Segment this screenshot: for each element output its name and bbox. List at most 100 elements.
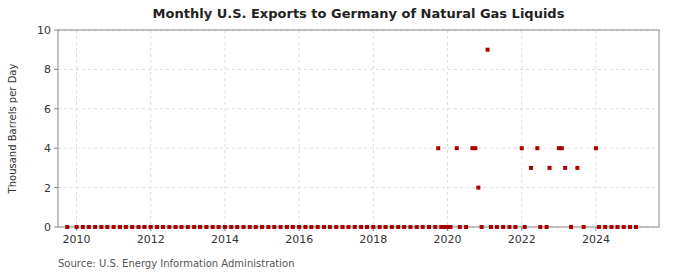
source-note: Source: U.S. Energy Information Administ… [58,258,295,269]
point [174,225,178,229]
points [65,48,638,229]
point [248,225,252,229]
point [167,225,171,229]
y-axis-label: Thousand Barrels per Day [7,64,18,195]
point [328,225,332,229]
point [610,225,614,229]
point [371,225,375,229]
point [272,225,276,229]
point [359,225,363,229]
point [480,225,484,229]
point [476,186,480,190]
x-tick-label: 2018 [359,233,387,246]
point [560,146,564,150]
point [161,225,165,229]
point [433,225,437,229]
x-tick [595,227,596,231]
grid-line [58,108,659,109]
x-tick-label: 2016 [285,233,313,246]
grid-line [521,30,522,227]
point [198,225,202,229]
point [211,225,215,229]
point [65,225,69,229]
point [563,166,567,170]
y-tick-label: 4 [44,142,51,155]
axes: 201020122014201620182020202220240246810 [37,24,610,246]
y-tick-label: 10 [37,24,51,37]
point [334,225,338,229]
point [582,225,586,229]
point [112,225,116,229]
point [427,225,431,229]
y-tick-label: 0 [44,221,51,234]
point [495,225,499,229]
point [142,225,146,229]
grid-line [58,148,659,149]
y-tick-label: 8 [44,63,51,76]
point [105,225,109,229]
point [254,225,258,229]
point [99,225,103,229]
point [124,225,128,229]
point [365,225,369,229]
point [93,225,97,229]
chart: 201020122014201620182020202220240246810M… [0,0,675,275]
point [341,225,345,229]
point [464,225,468,229]
point [155,225,159,229]
point [229,225,233,229]
x-tick-label: 2022 [508,233,536,246]
point [316,225,320,229]
point [507,225,511,229]
y-tick-label: 6 [44,103,51,116]
grid-line [595,30,596,227]
point [473,146,477,150]
point [285,225,289,229]
grid-line [58,69,659,70]
point [186,225,190,229]
point [378,225,382,229]
y-tick [54,69,58,70]
point [402,225,406,229]
point [529,166,533,170]
point [87,225,91,229]
grid-line [150,30,151,227]
point [634,225,638,229]
point [415,225,419,229]
point [353,225,357,229]
y-tick-label: 2 [44,182,51,195]
point [260,225,264,229]
point [266,225,270,229]
y-tick [54,187,58,188]
x-tick-label: 2020 [434,233,462,246]
grid-line [76,30,77,227]
point [597,225,601,229]
point [217,225,221,229]
plot-frame [58,30,659,227]
point [458,225,462,229]
point [130,225,134,229]
x-tick-label: 2010 [63,233,91,246]
point [489,225,493,229]
point [390,225,394,229]
point [291,225,295,229]
point [594,146,598,150]
y-tick [54,30,58,31]
point [486,48,490,52]
point [575,166,579,170]
point [622,225,626,229]
point [421,225,425,229]
point [513,225,517,229]
point [309,225,313,229]
point [628,225,632,229]
point [396,225,400,229]
point [548,166,552,170]
y-tick [54,148,58,149]
point [520,146,524,150]
point [81,225,85,229]
grid-line [299,30,300,227]
grid-line [224,30,225,227]
x-tick-label: 2014 [211,233,239,246]
point [449,225,453,229]
point [297,225,301,229]
